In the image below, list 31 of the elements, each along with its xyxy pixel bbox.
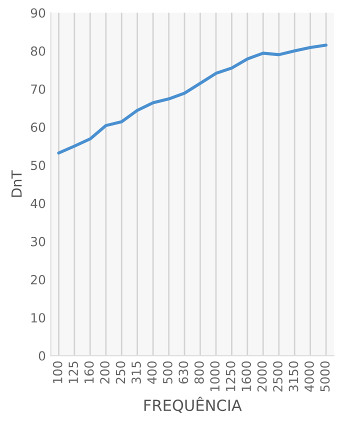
y-tick-label: 10 xyxy=(31,313,46,323)
x-tick-label: 4000 xyxy=(304,361,314,392)
y-tick-label: 60 xyxy=(30,122,46,132)
y-tick-label: 0 xyxy=(38,351,46,361)
x-tick-label: 250 xyxy=(116,361,126,384)
x-tick-label: 100 xyxy=(52,361,62,384)
y-tick-label: 90 xyxy=(30,8,46,18)
y-tick-label: 20 xyxy=(31,274,46,284)
x-tick-label: 125 xyxy=(68,362,78,384)
x-tick-label: 2000 xyxy=(257,361,267,392)
x-tick-label: 1250 xyxy=(226,361,236,392)
x-tick-label: 1000 xyxy=(210,361,220,392)
x-tick-label: 5000 xyxy=(320,361,330,392)
x-tick-label: 160 xyxy=(84,361,94,384)
y-tick-label: 70 xyxy=(31,84,46,94)
x-tick-label: 3150 xyxy=(288,361,298,392)
x-tick-label: 800 xyxy=(194,361,204,384)
y-tick-label: 30 xyxy=(31,236,46,246)
x-tick-label: 1600 xyxy=(242,361,252,392)
y-tick-label: 40 xyxy=(30,198,46,208)
x-tick-label: 400 xyxy=(147,361,157,384)
y-tick-label: 50 xyxy=(31,160,46,170)
x-tick-label: 630 xyxy=(178,361,188,384)
x-tick-label: 2500 xyxy=(273,361,282,392)
y-tick-label: 80 xyxy=(30,46,46,56)
x-tick-label: 315 xyxy=(132,362,141,384)
y-axis-title: DnT xyxy=(12,170,22,197)
line-series xyxy=(57,44,328,155)
x-tick-label: 200 xyxy=(100,361,110,384)
x-axis-title: FREQUÊNCIA xyxy=(144,396,242,413)
x-tick-label: 500 xyxy=(162,361,172,384)
